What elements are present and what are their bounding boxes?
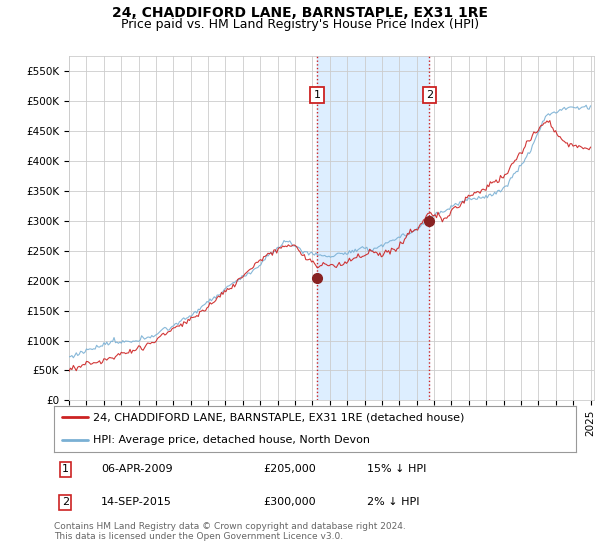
Bar xyxy=(317,56,429,400)
Text: £205,000: £205,000 xyxy=(263,464,316,474)
Text: £300,000: £300,000 xyxy=(263,497,316,507)
Text: 24, CHADDIFORD LANE, BARNSTAPLE, EX31 1RE (detached house): 24, CHADDIFORD LANE, BARNSTAPLE, EX31 1R… xyxy=(93,412,464,422)
Text: 2% ↓ HPI: 2% ↓ HPI xyxy=(367,497,420,507)
Text: HPI: Average price, detached house, North Devon: HPI: Average price, detached house, Nort… xyxy=(93,435,370,445)
Text: 24, CHADDIFORD LANE, BARNSTAPLE, EX31 1RE: 24, CHADDIFORD LANE, BARNSTAPLE, EX31 1R… xyxy=(112,6,488,20)
Text: Contains HM Land Registry data © Crown copyright and database right 2024.
This d: Contains HM Land Registry data © Crown c… xyxy=(54,522,406,542)
Text: 06-APR-2009: 06-APR-2009 xyxy=(101,464,173,474)
Text: 1: 1 xyxy=(314,90,320,100)
Text: 1: 1 xyxy=(62,464,69,474)
Text: 14-SEP-2015: 14-SEP-2015 xyxy=(101,497,172,507)
Text: 15% ↓ HPI: 15% ↓ HPI xyxy=(367,464,427,474)
Text: Price paid vs. HM Land Registry's House Price Index (HPI): Price paid vs. HM Land Registry's House … xyxy=(121,18,479,31)
Text: 2: 2 xyxy=(425,90,433,100)
Text: 2: 2 xyxy=(62,497,69,507)
